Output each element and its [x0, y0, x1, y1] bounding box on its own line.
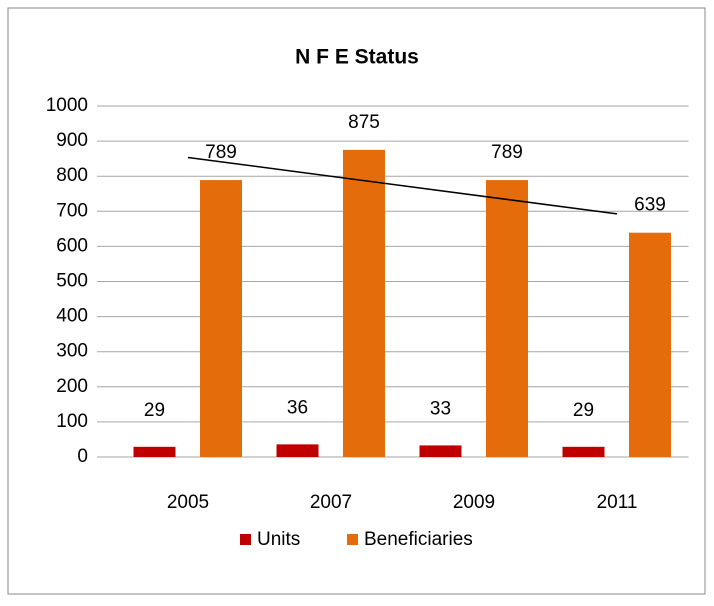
x-tick-label: 2007 [310, 492, 352, 513]
bar [133, 446, 176, 457]
legend-label: Beneficiaries [364, 529, 473, 550]
legend-label: Units [257, 529, 300, 550]
y-tick-label: 800 [56, 165, 88, 186]
y-tick-label: 0 [77, 446, 88, 467]
x-tick-label: 2009 [453, 492, 495, 513]
bar [343, 149, 385, 457]
x-tick-label: 2011 [597, 492, 638, 513]
data-label: 875 [348, 112, 380, 133]
y-tick-label: 700 [56, 200, 88, 221]
data-label: 29 [144, 400, 165, 421]
y-tick-label: 400 [56, 306, 88, 327]
y-tick-label: 600 [56, 235, 88, 256]
y-tick-label: 1000 [46, 95, 88, 116]
y-tick-label: 200 [56, 376, 88, 397]
y-tick-label: 500 [56, 271, 88, 292]
data-label: 29 [573, 400, 594, 421]
bar [562, 446, 605, 457]
y-tick-label: 900 [56, 130, 88, 151]
data-label: 639 [634, 195, 666, 216]
bar [486, 180, 528, 457]
bar [276, 444, 319, 457]
y-tick-label: 100 [56, 411, 88, 432]
legend-swatch [240, 534, 251, 545]
x-tick-label: 2005 [167, 492, 209, 513]
chart-title: N F E Status [295, 46, 419, 69]
data-label: 789 [205, 142, 237, 163]
trendline [187, 156, 618, 215]
bar [629, 232, 671, 457]
bar [419, 445, 462, 457]
legend-swatch [347, 534, 358, 545]
data-label: 33 [430, 398, 451, 419]
data-label: 789 [491, 142, 523, 163]
bar [200, 180, 242, 457]
data-label: 36 [287, 397, 308, 418]
y-tick-label: 300 [56, 341, 88, 362]
